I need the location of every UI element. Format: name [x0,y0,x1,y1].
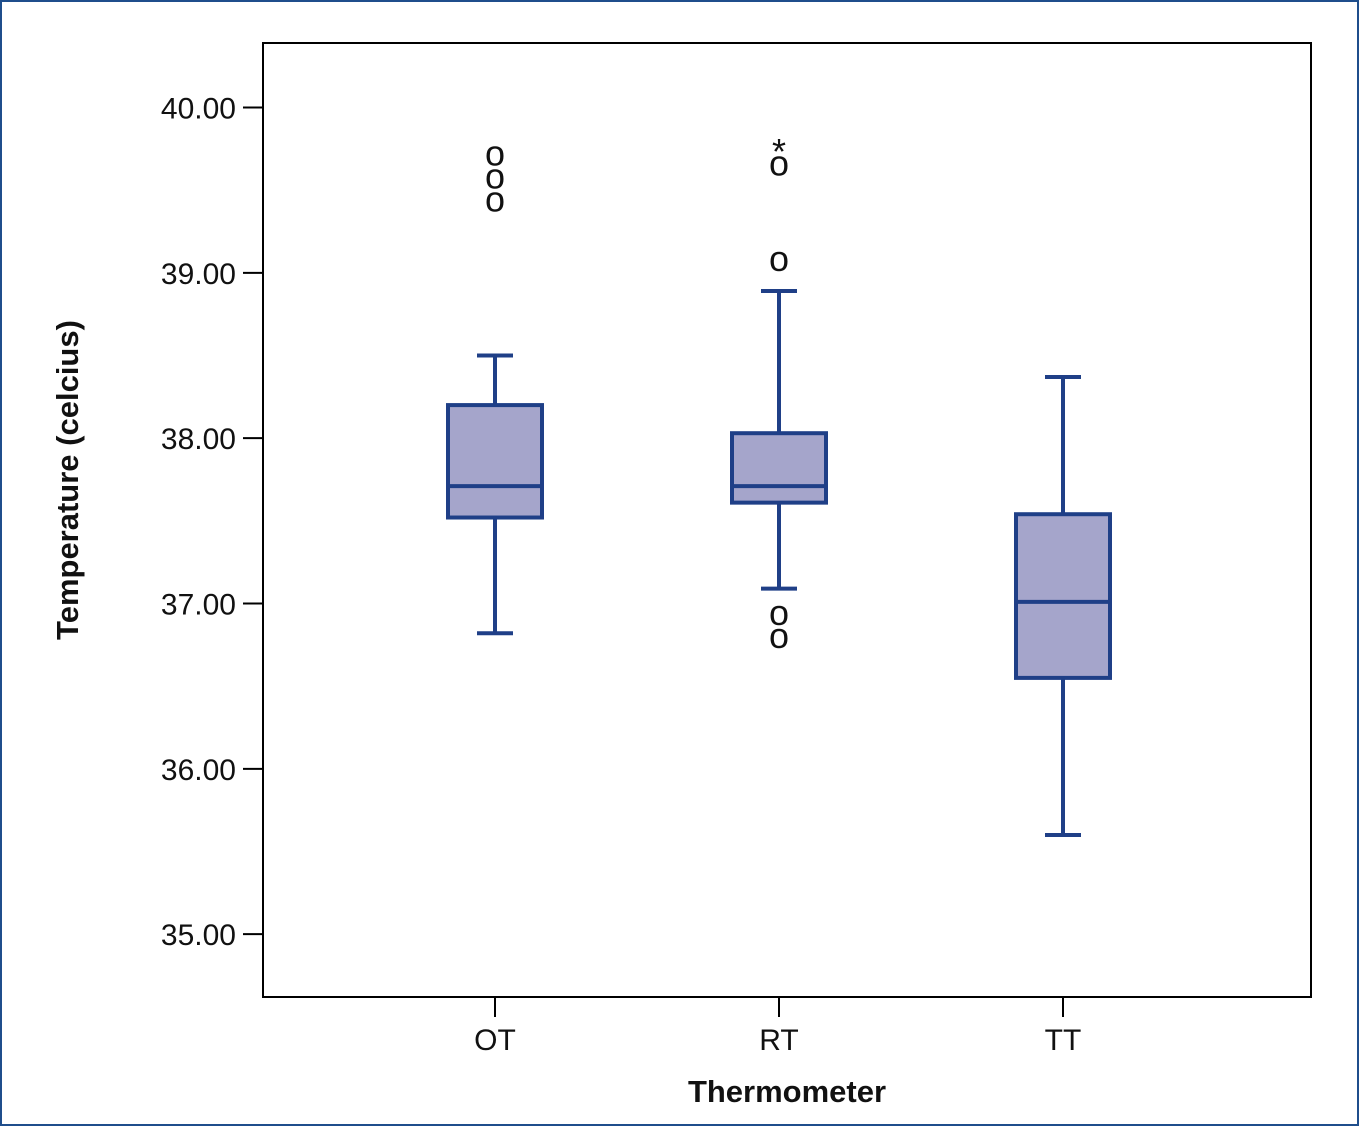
y-axis: 35.00 36.00 37.00 38.00 39.00 40.00 [161,92,263,952]
y-tick-label: 36.00 [161,754,236,787]
iqr-box [1014,512,1112,680]
outlier-marker: o [769,238,789,279]
iqr-box [446,403,544,520]
y-tick-label: 35.00 [161,919,236,952]
plot-area [262,42,1312,998]
x-tick-label: OT [474,1024,516,1057]
y-tick-label: 38.00 [161,423,236,456]
outlier-marker: o [485,132,505,173]
x-tick-label: RT [759,1024,798,1057]
outlier-marker: o [769,592,789,633]
y-tick-label: 37.00 [161,588,236,621]
outlier-marker: o [485,179,505,220]
iqr-box [730,431,828,505]
outlier-marker: o [769,615,789,656]
x-axis-title: Thermometer [688,1074,886,1109]
outlier-marker: o [769,142,789,183]
y-axis-title: Temperature (celcius) [50,320,85,640]
x-tick-label: TT [1045,1024,1082,1057]
y-tick-label: 40.00 [161,92,236,125]
box-ot: ooo [446,132,544,636]
box-tt [1014,374,1112,837]
x-axis: OT RT TT [474,997,1081,1057]
outlier-marker: o [485,156,505,197]
extreme-outlier-marker: * [772,131,786,172]
y-tick-label: 39.00 [161,258,236,291]
